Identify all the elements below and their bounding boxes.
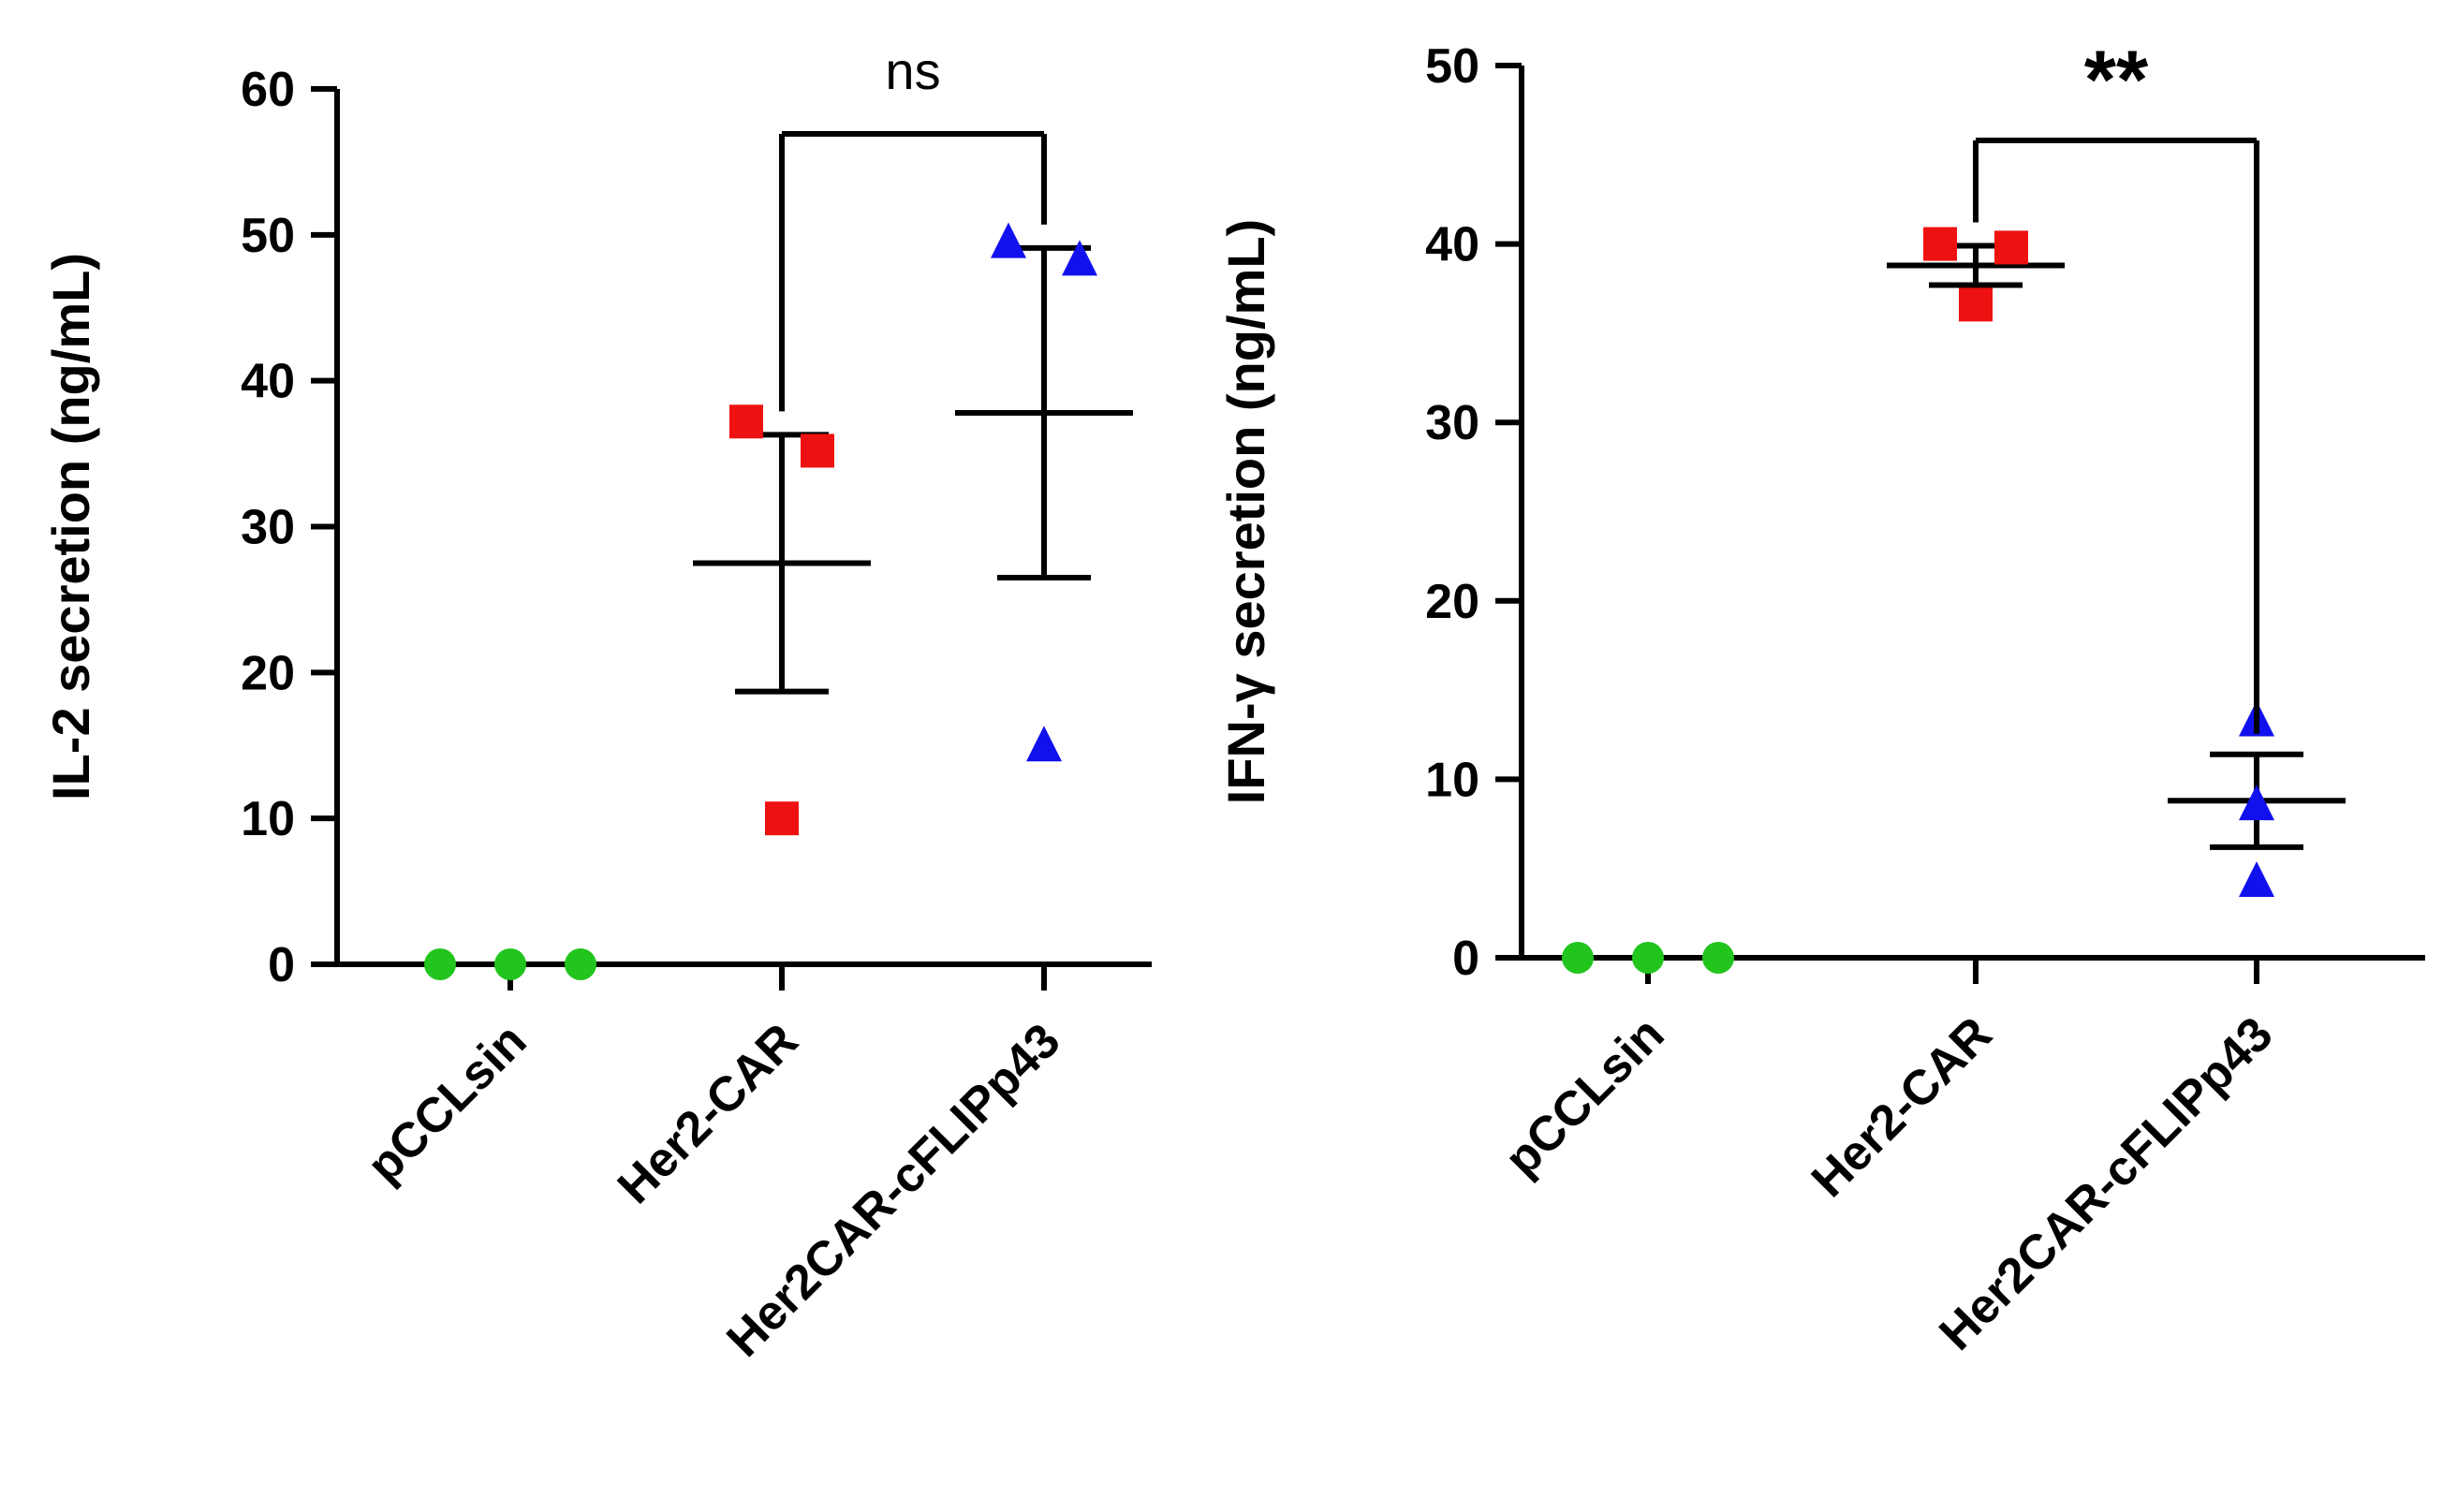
category-label-2: Her2-CAR	[1802, 1006, 2003, 1208]
y-tick-label: 30	[241, 501, 295, 555]
category-label-1: pCCLsin	[357, 1013, 537, 1193]
data-point-circle	[1702, 942, 1734, 974]
series-3	[2168, 700, 2346, 898]
y-tick-label: 0	[1452, 932, 1479, 986]
data-point-triangle	[1026, 726, 1062, 762]
data-point-circle	[1632, 942, 1664, 974]
data-point-square	[801, 433, 834, 468]
significance-bracket: ns	[779, 41, 1047, 412]
y-tick-label: 50	[1425, 39, 1479, 94]
data-point-circle	[1562, 942, 1594, 974]
significance-label: ns	[885, 41, 940, 100]
data-point-circle	[565, 948, 596, 980]
series-2	[1887, 227, 2065, 322]
data-point-square	[765, 801, 799, 836]
y-tick-label: 20	[241, 646, 295, 700]
data-point-triangle	[2239, 785, 2274, 821]
data-point-circle	[494, 948, 526, 980]
y-tick-label: 20	[1425, 575, 1479, 629]
category-label-2: Her2-CAR	[608, 1013, 809, 1214]
data-point-triangle	[991, 222, 1026, 258]
y-tick-label: 10	[241, 792, 295, 846]
y-tick-label: 30	[1425, 396, 1479, 450]
data-point-square	[1994, 230, 2028, 265]
y-tick-label: 0	[268, 938, 295, 992]
data-point-square	[1959, 287, 1993, 322]
y-tick-label: 50	[241, 209, 295, 263]
y-tick-label: 40	[1425, 218, 1479, 272]
data-point-triangle	[1062, 240, 1097, 276]
series-1	[421, 948, 599, 980]
data-point-square	[1923, 227, 1957, 261]
significance-label: **	[2084, 33, 2149, 125]
category-label-1: pCCLsin	[1494, 1006, 1674, 1186]
y-axis-title: IL-2 secretion (ng/mL)	[41, 253, 100, 800]
series-3	[955, 222, 1133, 762]
y-axis-title: IFN-γ secretion (ng/mL)	[1216, 219, 1275, 804]
significance-bracket: **	[1973, 33, 2259, 734]
series-2	[693, 404, 871, 836]
y-tick-label: 40	[241, 355, 295, 409]
y-tick-label: 10	[1425, 753, 1479, 807]
data-point-triangle	[2239, 861, 2274, 898]
series-1	[1559, 942, 1737, 974]
data-point-circle	[424, 948, 456, 980]
data-point-square	[729, 404, 763, 439]
y-tick-label: 60	[241, 63, 295, 117]
